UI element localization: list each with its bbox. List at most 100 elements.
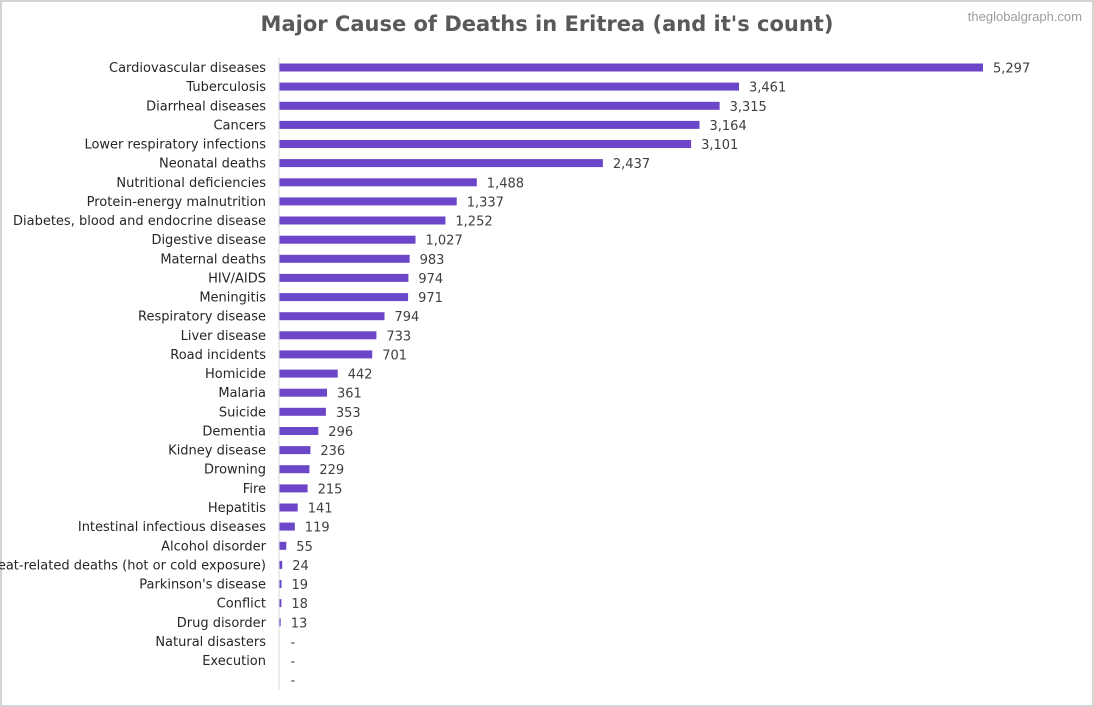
bar [279,446,311,455]
bar [279,522,295,531]
bar [279,465,310,474]
data-label: 13 [291,616,308,631]
category-label: Maternal deaths [160,252,266,267]
data-label: 55 [296,540,313,555]
bar [279,101,720,110]
data-label: 733 [386,329,411,344]
data-label: 1,488 [487,176,524,191]
data-label: 296 [328,425,353,440]
category-label: Protein-energy malnutrition [87,195,266,210]
bar [279,140,692,148]
site-watermark: theglobalgraph.com [967,9,1082,24]
bar [279,120,700,129]
bar [279,580,282,588]
category-label: Drug disorder [177,616,267,631]
data-label: 2,437 [613,157,650,172]
bar [279,599,282,608]
data-label: 971 [418,291,443,306]
bar [279,427,319,435]
bar-group [279,63,983,627]
category-label: Nutritional deficiencies [116,176,266,191]
data-label: 24 [292,559,309,574]
bar [279,273,409,282]
data-label: 442 [348,368,373,383]
category-label: Hepatitis [208,501,266,516]
bar [279,503,298,512]
category-label: Malaria [218,386,266,401]
data-label: 794 [395,310,420,325]
data-label: 215 [318,482,343,497]
category-label: Drowning [204,463,266,478]
category-label: Cardiovascular diseases [109,61,266,76]
bar [279,407,326,416]
bar [279,350,373,359]
bar [279,312,385,321]
data-label: 19 [292,578,309,593]
category-label: Intestinal infectious diseases [78,520,266,535]
category-label: Liver disease [181,329,266,344]
category-label: Diabetes, blood and endocrine disease [13,214,266,229]
data-label: 1,027 [426,234,463,249]
data-label: 1,337 [467,195,504,210]
category-label: Suicide [219,405,266,420]
category-label: Tuberculosis [185,80,266,95]
category-label: Alcohol disorder [161,539,266,554]
bar [279,293,409,302]
category-labels: Cardiovascular diseases Tuberculosis Diarr… [0,61,267,669]
category-label: Road incidents [170,348,266,363]
bar [279,63,983,72]
data-label: - [291,655,296,670]
category-label: HIV/AIDS [208,271,266,286]
chart-title: Major Cause of Deaths in Eritrea (and it… [260,12,834,36]
bar [279,331,377,340]
category-label: Lower respiratory infections [84,138,266,153]
bar [279,484,308,493]
category-label: Cancers [213,118,266,133]
bar [279,82,739,91]
bar [279,541,287,550]
category-label: Fire [243,482,266,497]
category-label: Neonatal deaths [159,157,266,172]
category-label: Kidney disease [168,444,266,459]
bar [279,560,283,569]
bar [279,388,327,397]
data-label: 701 [382,348,407,363]
category-label: Homicide [205,367,266,382]
category-label: Dementia [202,425,266,440]
category-label: Digestive disease [151,233,266,248]
category-label: Meningitis [199,291,266,306]
data-label: 18 [291,597,308,612]
bar [279,216,446,225]
category-label: Respiratory disease [138,310,266,325]
data-label: 353 [336,406,361,421]
data-label: 983 [420,253,445,268]
data-label: 3,461 [749,81,786,96]
data-label: 974 [418,272,443,287]
bar [279,197,457,206]
data-label: 3,315 [730,100,767,115]
value-labels: 5,297 3,461 3,315 3,164 3,101 2,437 1,488 1,337… [291,62,1031,689]
data-label: - [291,674,296,689]
category-label: Diarrheal diseases [146,99,266,114]
bar [279,254,410,263]
data-label: 1,252 [455,215,492,230]
data-label: 5,297 [993,62,1030,77]
category-label: Execution [202,654,266,669]
category-label: Heat-related deaths (hot or cold exposur… [0,558,266,573]
category-label: Natural disasters [155,635,266,650]
data-label: 236 [320,444,345,459]
bar [279,369,338,378]
category-label: Parkinson's disease [139,578,266,593]
data-label: 3,101 [701,138,738,153]
bar [279,618,281,627]
data-label: - [291,635,296,650]
bar [279,178,477,187]
data-label: 3,164 [710,119,747,134]
data-label: 229 [319,463,344,478]
bar [279,235,416,244]
data-label: 119 [305,521,330,536]
data-label: 141 [308,502,333,517]
category-label: Conflict [217,597,266,612]
